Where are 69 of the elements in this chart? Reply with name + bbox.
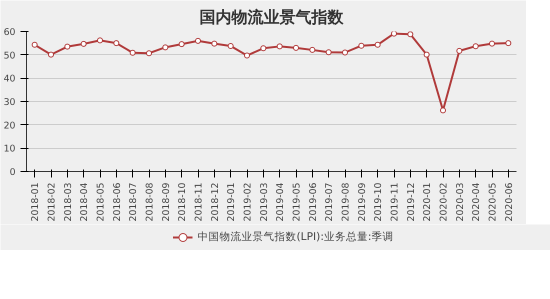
x-tick-label: 2018-10	[177, 182, 188, 222]
point	[178, 41, 185, 48]
y-tick-label: 40	[4, 74, 16, 85]
point	[276, 43, 283, 50]
x-tick-label: 2018-08	[144, 182, 156, 222]
point	[195, 38, 201, 44]
y-tick-label: 20	[4, 120, 16, 132]
point	[358, 42, 364, 49]
x-tick-label: 2019-05	[292, 182, 302, 222]
x-tick-label: 2019-09	[356, 182, 368, 222]
point	[211, 40, 218, 47]
x-tick-label: 2018-12	[210, 182, 221, 222]
point	[80, 40, 87, 47]
chart-title: 国内物流业景气指数	[200, 8, 344, 26]
point	[146, 50, 152, 56]
y-tick-label: 0	[10, 167, 16, 178]
x-tick-label: 2019-01	[226, 182, 238, 222]
x-tick-label: 2020-06	[504, 182, 515, 222]
y-tick-label: 10	[4, 144, 16, 155]
x-tick-label: 2018-04	[79, 182, 90, 222]
x-tick-label: 2018-09	[160, 182, 172, 222]
x-tick-label: 2020-05	[488, 182, 498, 222]
point	[113, 40, 120, 46]
y-tick-label: 30	[4, 97, 16, 108]
point	[244, 52, 250, 59]
x-tick-label: 2019-12	[406, 182, 417, 222]
point	[228, 42, 234, 49]
y-tick-label: 50	[4, 50, 16, 62]
point	[374, 42, 381, 48]
x-tick-label: 2019-10	[373, 182, 384, 222]
x-tick-label: 2019-02	[242, 182, 254, 222]
x-tick-label: 2020-04	[471, 182, 482, 222]
point	[260, 45, 266, 52]
x-tick-label: 2019-03	[258, 182, 270, 222]
x-tick-label: 2018-11	[194, 182, 204, 222]
x-tick-label: 2018-03	[62, 182, 74, 222]
point	[162, 44, 168, 50]
point	[505, 40, 512, 46]
point	[456, 48, 462, 54]
point	[97, 37, 103, 44]
x-tick-label: 2019-11	[390, 182, 400, 222]
point	[472, 43, 479, 50]
point	[32, 42, 38, 48]
x-tick-label: 2018-02	[46, 182, 58, 222]
x-tick-label: 2019-07	[324, 182, 336, 222]
point	[309, 46, 316, 53]
point	[48, 52, 54, 58]
x-tick-label: 2018-07	[128, 182, 140, 222]
point	[407, 32, 414, 38]
point	[130, 50, 136, 56]
point	[64, 44, 70, 50]
point	[342, 50, 348, 56]
x-tick-label: 2018-05	[96, 182, 106, 222]
x-tick-label: 2019-08	[340, 182, 352, 222]
point	[326, 49, 332, 56]
x-tick-label: 2019-04	[275, 182, 286, 222]
point	[489, 40, 495, 47]
legend-label: 中国物流业景气指数(LPI):业务总量:季调	[197, 230, 394, 244]
x-tick-label: 2020-03	[454, 182, 466, 222]
point	[424, 52, 430, 58]
x-tick-label: 2018-01	[30, 182, 42, 222]
point	[293, 44, 299, 51]
point	[391, 32, 397, 37]
x-tick-label: 2018-06	[112, 182, 123, 222]
point	[440, 107, 446, 114]
y-tick-label: 60	[4, 27, 16, 38]
x-tick-label: 2020-02	[438, 182, 450, 222]
x-tick-label: 2019-06	[308, 182, 319, 222]
x-tick-label: 2020-01	[422, 182, 434, 222]
